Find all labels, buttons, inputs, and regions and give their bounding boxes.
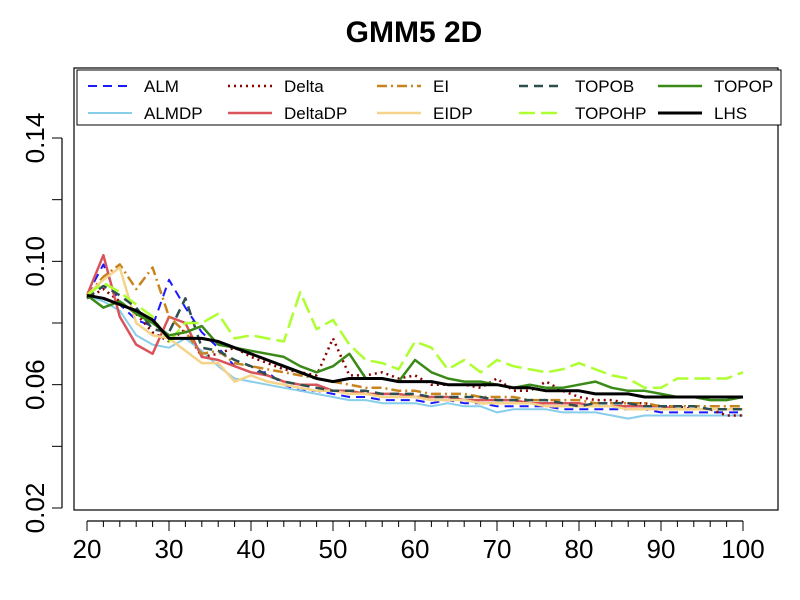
x-tick-label: 20: [73, 534, 102, 564]
legend-label-delta: Delta: [284, 77, 324, 96]
y-axis: 0.02 0.06 0.10 0.14: [20, 113, 63, 534]
x-tick-label: 60: [401, 534, 430, 564]
plot-area: [73, 67, 779, 511]
legend-box: [76, 69, 782, 126]
x-tick-label: 100: [721, 534, 764, 564]
series-line-topop: [86, 294, 744, 402]
legend-label-lhs: LHS: [714, 104, 747, 123]
legend-label-eidp: EIDP: [433, 104, 473, 123]
series-line-eidp: [86, 266, 743, 411]
series-line-topohp: [86, 281, 744, 390]
series-line-lhs: [86, 293, 743, 399]
legend: ALM ALMDP Delta DeltaDP EI EIDP TOPOB TOPOHP TOP…: [76, 69, 782, 126]
legend-label-topop: TOPOP: [714, 77, 773, 96]
legend-label-topob: TOPOB: [575, 77, 634, 96]
chart-title: GMM5 2D: [346, 16, 483, 49]
x-tick-label: 50: [319, 534, 348, 564]
legend-label-ei: EI: [433, 77, 449, 96]
series-line-ei: [86, 263, 743, 408]
x-tick-label: 70: [483, 534, 512, 564]
y-tick-label: 0.02: [20, 483, 50, 534]
legend-label-deltadp: DeltaDP: [284, 104, 347, 123]
x-axis: 20 30 40 50 60 70 80 90 100: [73, 520, 765, 564]
y-tick-label: 0.14: [20, 113, 50, 164]
y-tick-label: 0.10: [20, 236, 50, 287]
series-line-almdp: [86, 294, 743, 420]
x-tick-label: 90: [647, 534, 676, 564]
x-tick-label: 40: [237, 534, 266, 564]
legend-label-alm: ALM: [144, 77, 179, 96]
x-tick-label: 80: [565, 534, 594, 564]
x-tick-label: 30: [155, 534, 184, 564]
legend-label-topohp: TOPOHP: [575, 104, 646, 123]
y-tick-label: 0.06: [20, 359, 50, 410]
legend-label-almdp: ALMDP: [144, 104, 203, 123]
series-layer: [85, 253, 744, 420]
series-line-topob: [86, 284, 743, 411]
